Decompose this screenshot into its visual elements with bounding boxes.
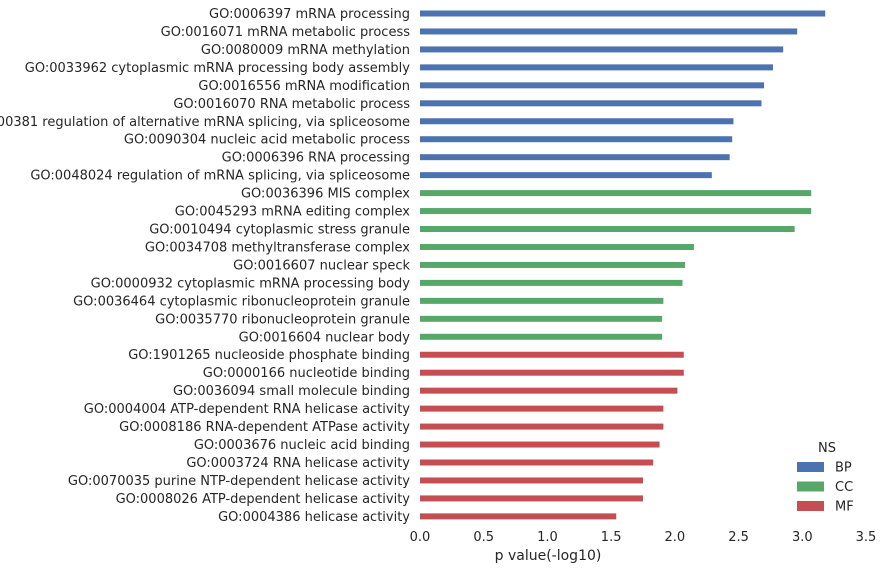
category-label: GO:0033962 cytoplasmic mRNA processing b… xyxy=(25,61,410,76)
category-label: GO:0036396 MIS complex xyxy=(241,187,410,202)
legend-label: MF xyxy=(835,500,854,515)
bar xyxy=(420,100,762,107)
category-label: GO:0008026 ATP-dependent helicase activi… xyxy=(116,492,411,507)
category-labels: GO:0006397 mRNA processing GO:0016071 mRN… xyxy=(0,7,410,525)
category-label: GO:0034708 methyltransferase complex xyxy=(145,240,410,255)
category-label: GO:0016070 RNA metabolic process xyxy=(173,97,410,112)
x-tick-label: 3.0 xyxy=(792,530,813,545)
legend-label: CC xyxy=(835,480,853,495)
bar xyxy=(420,387,678,394)
x-tick-label: 3.5 xyxy=(856,530,877,545)
bar xyxy=(420,459,654,466)
bar xyxy=(420,82,765,89)
category-label: GO:0090304 nucleic acid metabolic proces… xyxy=(124,133,410,148)
legend-swatch xyxy=(797,462,824,472)
category-label: GO:0008186 RNA-dependent ATPase activity xyxy=(119,420,410,435)
category-label: GO:0000381 regulation of alternative mRN… xyxy=(0,115,410,130)
bar xyxy=(420,28,798,35)
x-tick-label: 2.5 xyxy=(728,530,749,545)
bar xyxy=(420,495,643,502)
bar xyxy=(420,279,683,286)
bar xyxy=(420,190,812,197)
bar xyxy=(420,261,686,268)
legend: NS BP CC MF xyxy=(797,441,854,515)
category-label: GO:0036094 small molecule binding xyxy=(173,384,410,399)
category-label: GO:0004004 ATP-dependent RNA helicase ac… xyxy=(84,402,411,417)
category-label: GO:0045293 mRNA editing complex xyxy=(175,205,411,220)
category-label: GO:0016556 mRNA modification xyxy=(198,79,410,94)
bar xyxy=(420,46,784,53)
bar xyxy=(420,315,663,322)
bar xyxy=(420,513,617,520)
bars-group xyxy=(420,10,826,520)
bar xyxy=(420,208,812,215)
bar xyxy=(420,226,795,233)
category-label: GO:0016071 mRNA metabolic process xyxy=(161,25,411,40)
bar xyxy=(420,10,826,17)
category-label: GO:0070035 purine NTP-dependent helicase… xyxy=(68,474,410,489)
category-label: GO:0006396 RNA processing xyxy=(222,151,410,166)
category-label: GO:1901265 nucleoside phosphate binding xyxy=(128,348,410,363)
legend-title: NS xyxy=(818,441,836,456)
bar xyxy=(420,441,660,448)
x-tick-label: 0.0 xyxy=(410,530,431,545)
legend-swatch xyxy=(797,481,824,492)
x-tick-label: 0.5 xyxy=(473,530,494,545)
category-label: GO:0016604 nuclear body xyxy=(239,330,411,345)
category-label: GO:0003676 nucleic acid binding xyxy=(194,438,410,453)
legend-swatch xyxy=(797,501,824,511)
x-tick-label: 2.0 xyxy=(665,530,686,545)
bar xyxy=(420,333,663,340)
category-label: GO:0016607 nuclear speck xyxy=(233,258,410,273)
bar xyxy=(420,118,734,125)
x-axis-ticks: 0.0 0.5 1.0 1.5 2.0 2.5 3.0 3.5 xyxy=(410,530,877,545)
category-label: GO:0048024 regulation of mRNA splicing, … xyxy=(30,169,410,184)
bar xyxy=(420,154,730,161)
bar xyxy=(420,423,664,430)
category-label: GO:0004386 helicase activity xyxy=(218,510,410,525)
category-label: GO:0000166 nucleotide binding xyxy=(203,366,410,381)
bar xyxy=(420,243,694,250)
category-label: GO:0080009 mRNA methylation xyxy=(201,43,410,58)
bar xyxy=(420,477,643,484)
category-label: GO:0000932 cytoplasmic mRNA processing b… xyxy=(91,276,411,291)
x-tick-label: 1.0 xyxy=(537,530,558,545)
category-label: GO:0010494 cytoplasmic stress granule xyxy=(149,223,410,238)
category-label: GO:0036464 cytoplasmic ribonucleoprotein… xyxy=(73,294,410,309)
bar xyxy=(420,64,773,71)
category-label: GO:0035770 ribonucleoprotein granule xyxy=(155,312,410,327)
bar xyxy=(420,369,684,376)
category-label: GO:0006397 mRNA processing xyxy=(209,7,410,22)
bar xyxy=(420,297,664,304)
bar xyxy=(420,172,712,179)
bar xyxy=(420,405,664,412)
x-tick-label: 1.5 xyxy=(601,530,622,545)
legend-label: BP xyxy=(835,461,852,476)
bar xyxy=(420,351,684,358)
bar xyxy=(420,136,733,143)
x-axis-title: p value(-log10) xyxy=(495,548,602,564)
category-label: GO:0003724 RNA helicase activity xyxy=(186,456,410,471)
